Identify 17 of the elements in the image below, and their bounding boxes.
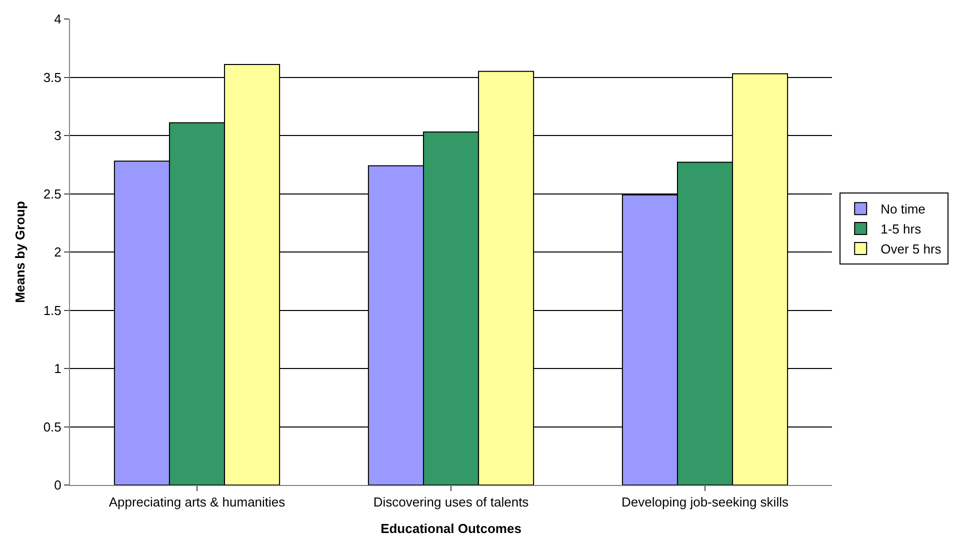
y-tick-label: 3.5 bbox=[43, 70, 62, 85]
y-tick-label: 3 bbox=[54, 128, 62, 144]
x-tick-label: Appreciating arts & humanities bbox=[108, 494, 286, 510]
y-tick-label: 2.5 bbox=[43, 186, 62, 202]
legend-label: No time bbox=[880, 202, 926, 217]
y-tick-label: 2 bbox=[54, 244, 62, 260]
y-tick-label: 0 bbox=[54, 478, 62, 493]
legend-label: 1-5 hrs bbox=[880, 222, 922, 237]
x-tick-label: Discovering uses of talents bbox=[373, 494, 530, 510]
y-tick-label: 1.5 bbox=[43, 302, 62, 318]
x-axis-title: Educational Outcomes bbox=[380, 521, 522, 536]
x-tick-label: Developing job-seeking skills bbox=[622, 494, 789, 510]
y-axis-title: Means by Group bbox=[12, 201, 28, 303]
legend-label: Over 5 hrs bbox=[880, 242, 942, 257]
y-tick-label: 4 bbox=[54, 12, 62, 27]
y-tick-label: 1 bbox=[54, 361, 62, 376]
y-tick-label: 0.5 bbox=[43, 419, 62, 434]
